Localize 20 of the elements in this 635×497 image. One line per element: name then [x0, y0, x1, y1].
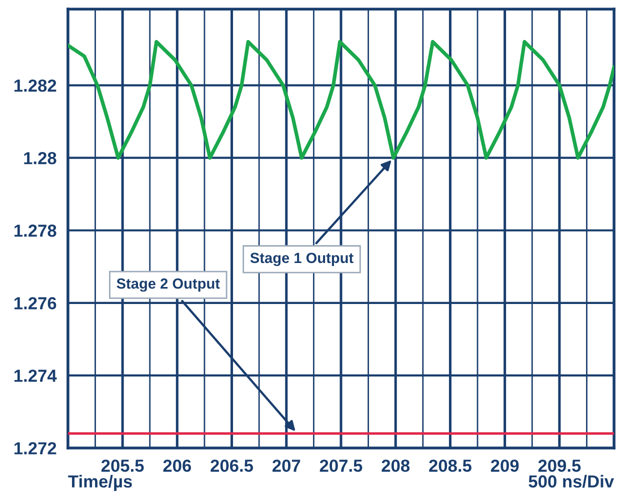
- y-tick-label: 1.282: [14, 79, 56, 92]
- y-tick-label: 1.28: [24, 152, 56, 164]
- x-tick-label: 205.5: [101, 460, 144, 472]
- x-tick-label: 208.5: [429, 460, 472, 472]
- text: Stage 2 Output: [116, 278, 220, 292]
- y-tick-label: 1.276: [14, 297, 56, 310]
- text: 500 ns/Div: [528, 474, 614, 488]
- line-series: [68, 40, 614, 160]
- x-tick-label: 209.5: [538, 460, 581, 472]
- x-tick-label: 206: [163, 460, 192, 472]
- y-tick-label: 1.278: [14, 224, 56, 237]
- x-tick-label: 207: [272, 460, 300, 472]
- x-axis-title: Time/µs: [68, 474, 132, 492]
- x-tick-label: 207.5: [320, 460, 362, 472]
- x-tick-label: 208: [382, 460, 410, 472]
- x-tick-label: 206.5: [210, 460, 254, 472]
- text: Stage 1 Output: [250, 252, 354, 266]
- x-tick-label: 209: [490, 460, 519, 472]
- y-tick-label: 1.274: [14, 370, 57, 382]
- y-tick-label: 1.272: [14, 442, 56, 454]
